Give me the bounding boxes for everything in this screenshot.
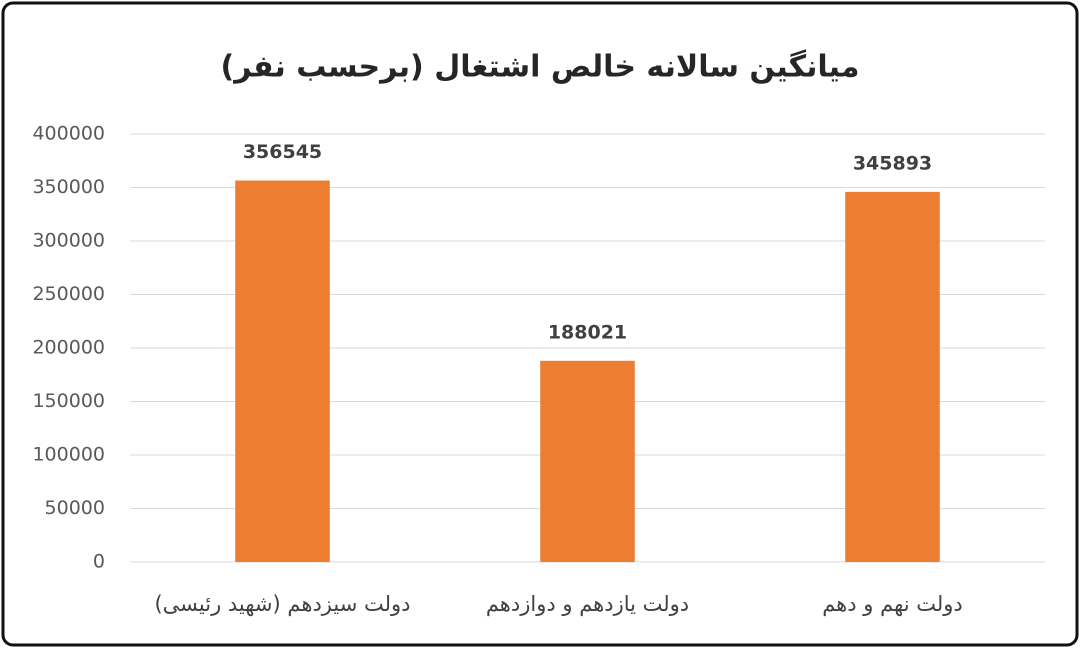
- y-tick-label: 0: [93, 551, 105, 573]
- y-tick-label: 100000: [32, 444, 105, 466]
- value-label: 188021: [548, 321, 627, 343]
- y-tick-label: 300000: [32, 230, 105, 252]
- y-tick-label: 200000: [32, 337, 105, 359]
- chart-title: میانگین سالانه خالص اشتغال (برحسب نفر): [221, 49, 860, 85]
- y-tick-label: 50000: [45, 497, 105, 519]
- y-tick-label: 150000: [32, 390, 105, 412]
- y-tick-label: 400000: [32, 123, 105, 145]
- x-tick-label: دولت سیزدهم (شهید رئیسی): [154, 592, 410, 617]
- y-tick-label: 250000: [32, 283, 105, 305]
- bar: [540, 360, 635, 562]
- x-tick-label: دولت یازدهم و دوازدهم: [486, 592, 689, 617]
- value-label: 345893: [853, 152, 932, 174]
- y-tick-label: 350000: [32, 176, 105, 198]
- value-label: 356545: [243, 141, 322, 163]
- x-tick-label: دولت نهم و دهم: [822, 592, 963, 617]
- bar: [845, 191, 940, 563]
- bar: [235, 180, 330, 562]
